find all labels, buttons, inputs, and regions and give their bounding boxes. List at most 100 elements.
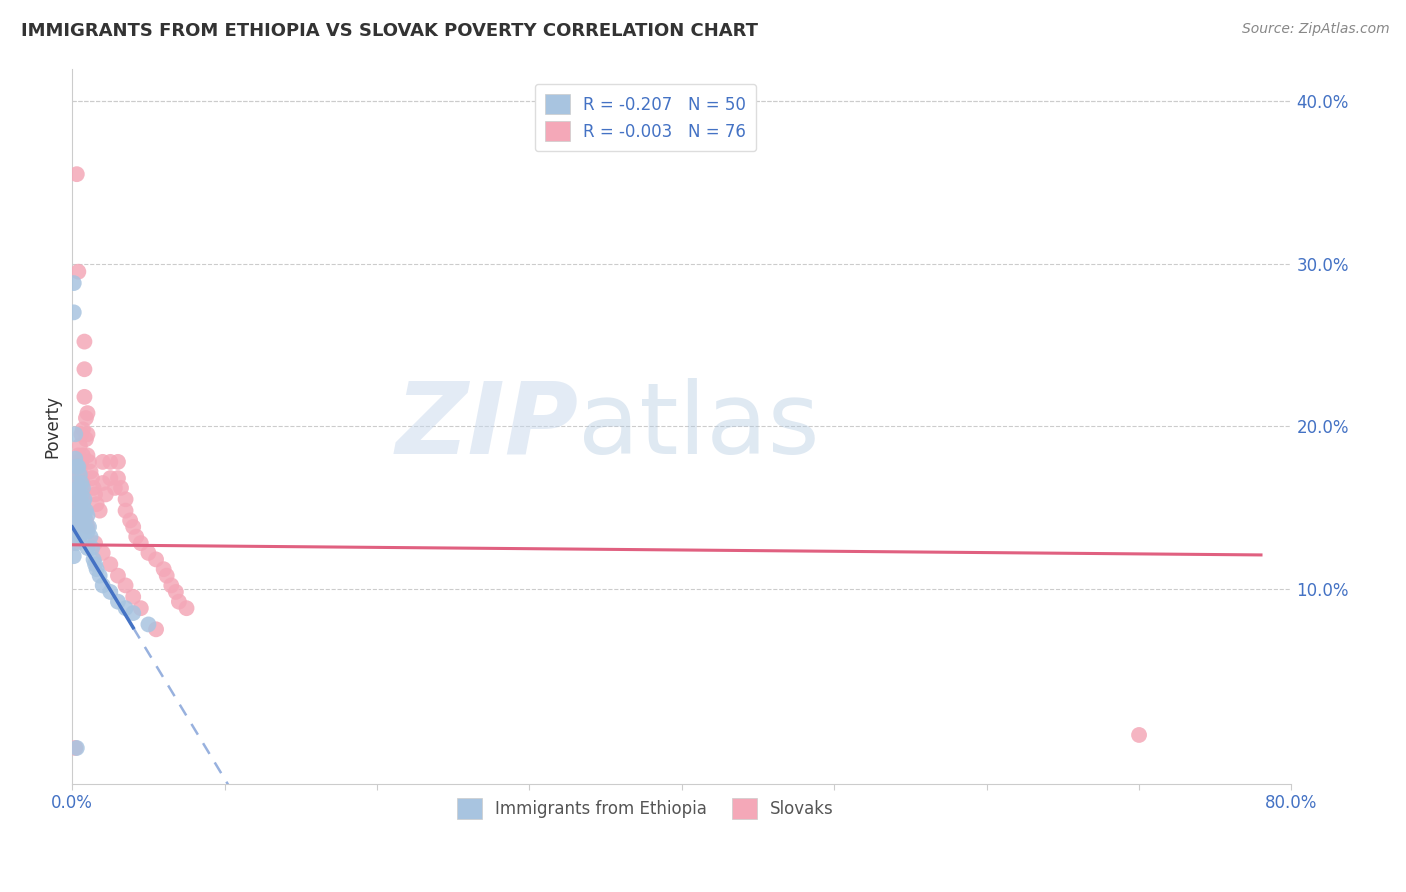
- Point: [84, 558, 107, 572]
- Point: [114, 503, 136, 517]
- Point: [66, 459, 89, 474]
- Point: [72, 449, 94, 463]
- Point: [165, 585, 187, 599]
- Point: [62, 276, 84, 290]
- Point: [129, 601, 152, 615]
- Point: [89, 568, 111, 582]
- Point: [75, 513, 97, 527]
- Point: [152, 562, 174, 576]
- Point: [176, 601, 198, 615]
- Point: [70, 487, 93, 501]
- Point: [70, 516, 93, 531]
- Point: [76, 406, 98, 420]
- Point: [125, 530, 148, 544]
- Point: [91, 476, 114, 491]
- Point: [70, 455, 93, 469]
- Point: [83, 552, 105, 566]
- Point: [122, 606, 145, 620]
- Point: [98, 455, 121, 469]
- Point: [67, 520, 90, 534]
- Point: [69, 467, 91, 482]
- Point: [138, 617, 160, 632]
- Point: [145, 623, 167, 637]
- Point: [122, 590, 145, 604]
- Point: [83, 481, 105, 495]
- Point: [80, 471, 103, 485]
- Point: [72, 492, 94, 507]
- Point: [72, 516, 94, 531]
- Point: [86, 497, 108, 511]
- Point: [73, 524, 96, 539]
- Point: [107, 471, 129, 485]
- Point: [62, 508, 84, 523]
- Point: [107, 568, 129, 582]
- Point: [84, 536, 107, 550]
- Point: [72, 476, 94, 491]
- Point: [70, 476, 93, 491]
- Point: [76, 541, 98, 555]
- Point: [73, 390, 96, 404]
- Point: [69, 530, 91, 544]
- Point: [62, 549, 84, 564]
- Point: [66, 741, 89, 756]
- Point: [98, 471, 121, 485]
- Point: [65, 741, 87, 756]
- Point: [69, 492, 91, 507]
- Point: [107, 595, 129, 609]
- Point: [76, 508, 98, 523]
- Point: [84, 487, 107, 501]
- Point: [66, 167, 89, 181]
- Point: [66, 503, 89, 517]
- Point: [73, 492, 96, 507]
- Point: [107, 455, 129, 469]
- Point: [70, 427, 93, 442]
- Point: [160, 578, 183, 592]
- Point: [79, 530, 101, 544]
- Point: [69, 439, 91, 453]
- Point: [156, 568, 179, 582]
- Point: [66, 516, 89, 531]
- Point: [65, 508, 87, 523]
- Point: [65, 471, 87, 485]
- Point: [66, 536, 89, 550]
- Point: [69, 492, 91, 507]
- Point: [66, 492, 89, 507]
- Text: Source: ZipAtlas.com: Source: ZipAtlas.com: [1241, 22, 1389, 37]
- Point: [65, 451, 87, 466]
- Point: [75, 520, 97, 534]
- Point: [65, 520, 87, 534]
- Point: [67, 503, 90, 517]
- Point: [62, 524, 84, 539]
- Point: [75, 503, 97, 517]
- Point: [69, 455, 91, 469]
- Point: [75, 432, 97, 446]
- Point: [76, 520, 98, 534]
- Text: atlas: atlas: [578, 377, 820, 475]
- Point: [70, 503, 93, 517]
- Point: [72, 481, 94, 495]
- Point: [67, 497, 90, 511]
- Point: [110, 481, 132, 495]
- Point: [76, 449, 98, 463]
- Point: [67, 449, 90, 463]
- Point: [65, 427, 87, 442]
- Point: [98, 585, 121, 599]
- Point: [70, 476, 93, 491]
- Point: [65, 497, 87, 511]
- Point: [73, 362, 96, 376]
- Point: [80, 541, 103, 555]
- Point: [104, 481, 127, 495]
- Point: [75, 411, 97, 425]
- Point: [73, 503, 96, 517]
- Point: [73, 508, 96, 523]
- Point: [91, 578, 114, 592]
- Point: [72, 422, 94, 436]
- Point: [167, 595, 190, 609]
- Point: [91, 455, 114, 469]
- Point: [76, 524, 98, 539]
- Point: [66, 476, 89, 491]
- Point: [70, 481, 93, 495]
- Point: [66, 476, 89, 491]
- Point: [120, 513, 142, 527]
- Point: [69, 465, 91, 479]
